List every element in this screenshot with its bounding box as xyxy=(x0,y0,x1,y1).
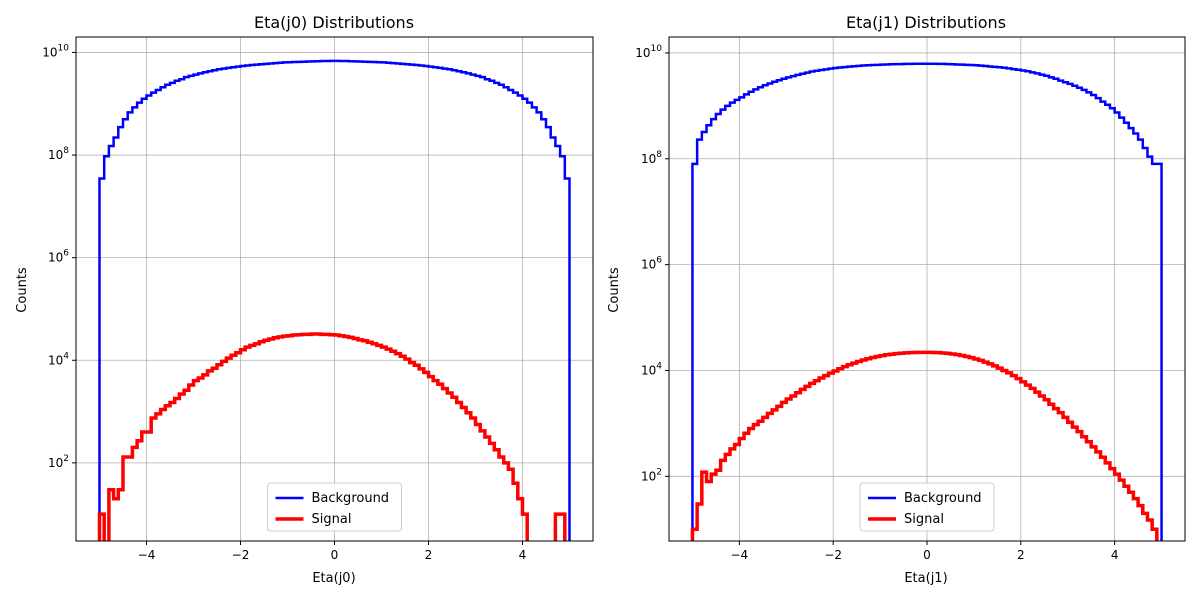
x-tick-label: 0 xyxy=(331,548,339,562)
legend-label: Background xyxy=(312,491,390,506)
x-tick-label: 4 xyxy=(519,548,527,562)
plot-area: −4 −2 0 2 4 102 104 106 108 1010 Background Signal xyxy=(42,36,594,562)
y-axis-label: Counts xyxy=(607,267,622,313)
series-signal-line xyxy=(690,350,1159,541)
chart-title: Eta(j1) Distributions xyxy=(846,13,1006,32)
x-tick-label: 0 xyxy=(923,548,931,562)
y-tick-label: 104 xyxy=(48,351,69,367)
y-axis-label: Counts xyxy=(15,267,30,313)
x-tick-label: 2 xyxy=(1017,548,1025,562)
y-tick-label: 104 xyxy=(641,361,662,377)
series-signal-line xyxy=(97,332,567,541)
y-tick-label: 108 xyxy=(48,146,69,162)
y-tick-label: 1010 xyxy=(635,44,662,60)
plot-area: −4 −2 0 2 4 102 104 106 108 1010 Background Signal xyxy=(635,36,1186,562)
series-background-line xyxy=(98,59,571,541)
series-background-line xyxy=(691,62,1163,541)
x-tick-label: 2 xyxy=(425,548,433,562)
x-tick-label: −2 xyxy=(232,548,250,562)
x-tick-label: −4 xyxy=(731,548,749,562)
chart-title: Eta(j0) Distributions xyxy=(254,13,414,32)
x-tick-label: −2 xyxy=(824,548,842,562)
x-tick-label: −4 xyxy=(138,548,156,562)
y-tick-label: 102 xyxy=(641,467,662,483)
legend-label: Signal xyxy=(904,512,944,527)
panel-eta-j0: Eta(j0) Distributions −4 −2 0 2 4 102 104 106 10… xyxy=(15,13,594,586)
y-tick-label: 102 xyxy=(48,454,69,470)
legend: Background Signal xyxy=(859,482,995,532)
y-tick-label: 1010 xyxy=(42,43,69,59)
legend: Background Signal xyxy=(267,482,402,532)
y-tick-label: 106 xyxy=(48,249,69,265)
x-axis-label: Eta(j1) xyxy=(904,571,947,586)
x-tick-label: 4 xyxy=(1111,548,1119,562)
panel-eta-j1: Eta(j1) Distributions −4 −2 0 2 4 102 104 106 10… xyxy=(607,13,1186,586)
legend-label: Background xyxy=(904,491,982,506)
y-tick-label: 108 xyxy=(641,150,662,166)
y-tick-label: 106 xyxy=(641,256,662,272)
x-axis-label: Eta(j0) xyxy=(312,571,355,586)
legend-label: Signal xyxy=(312,512,352,527)
